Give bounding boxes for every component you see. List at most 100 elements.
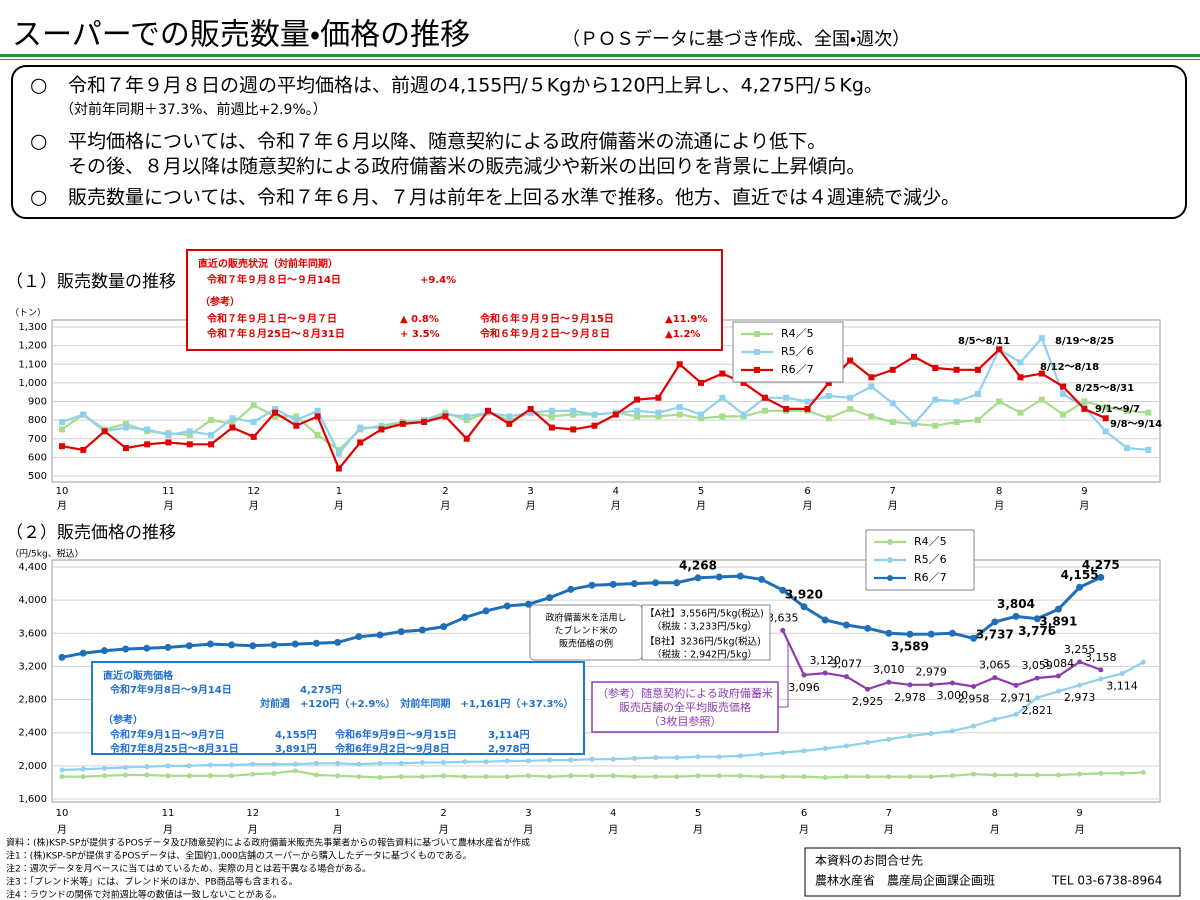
point (588, 581, 596, 589)
point (229, 424, 236, 431)
note-text: 3,114円 (488, 729, 530, 741)
point (676, 404, 683, 411)
data-label: 3,776 (1018, 624, 1056, 638)
point (719, 413, 726, 420)
point (843, 774, 849, 780)
page-title: スーパーでの販売数量・価格の推移 (12, 18, 470, 53)
x-tick-label: 7 (890, 486, 896, 497)
data-label: 3,804 (997, 597, 1035, 611)
y-tick-label: 800 (28, 415, 47, 426)
note-text: 令和７年９月８日～９月14日 (206, 273, 341, 286)
point (932, 364, 939, 371)
point (591, 411, 598, 418)
point (868, 413, 875, 420)
point (655, 413, 662, 420)
point (462, 759, 468, 765)
summary-text: 令和７年９月８日の週の平均価格は、前週の4,155円/５Kgから120円上昇し、… (68, 75, 883, 97)
x-tick-label: 2 (440, 808, 446, 819)
legend-label: R6／7 (781, 363, 814, 376)
point (377, 760, 383, 766)
point (144, 772, 150, 778)
point (847, 394, 854, 401)
point (399, 420, 406, 427)
point (355, 633, 363, 641)
blend-text: 【B社】3236円/5kg(税込) (645, 636, 761, 648)
point (100, 647, 108, 655)
point (313, 772, 319, 778)
point (801, 672, 807, 678)
data-label: 3,920 (785, 587, 823, 601)
data-label: 3,059 (1021, 659, 1053, 672)
y-tick-label: 900 (28, 397, 47, 408)
point (1038, 396, 1045, 403)
point (1013, 772, 1019, 778)
point (272, 409, 278, 416)
data-label: 2,979 (915, 666, 947, 679)
point (928, 682, 934, 688)
footnote: 注3：「ブレンド米等」には、ブレンド米のほか、PB商品等も含まれる。 (6, 876, 298, 888)
blend-text: たブレンド米の (554, 625, 617, 637)
point (800, 603, 808, 611)
note-text: （参考） (103, 713, 143, 726)
point (442, 413, 449, 420)
point (737, 773, 743, 779)
point (483, 774, 489, 780)
point (801, 748, 807, 754)
point (229, 415, 236, 422)
point (655, 409, 662, 416)
point (1102, 415, 1109, 422)
point (461, 614, 469, 622)
point (378, 426, 385, 433)
x-unit-label: 月 (439, 824, 449, 836)
x-unit-label: 月 (57, 500, 67, 512)
legend-marker (887, 539, 893, 545)
point (356, 761, 362, 767)
point (758, 575, 766, 583)
note-heading: 直近の販売価格 (103, 669, 174, 682)
point (570, 411, 577, 418)
point (911, 353, 917, 360)
point (335, 446, 342, 453)
point (719, 370, 726, 377)
point (1076, 583, 1084, 591)
x-tick-label: 4 (610, 808, 616, 819)
x-unit-label: 月 (57, 824, 67, 836)
point (525, 773, 531, 779)
x-tick-label: 10 (56, 486, 69, 497)
point (314, 413, 321, 420)
point (186, 763, 192, 769)
point (293, 413, 300, 420)
y-tick-label: 2,400 (18, 728, 47, 739)
x-unit-label: 月 (1075, 824, 1085, 836)
point (996, 398, 1003, 405)
point (485, 407, 491, 414)
legend-marker (754, 331, 760, 337)
point (906, 630, 914, 638)
point (825, 379, 832, 386)
point (1055, 772, 1061, 778)
point (101, 765, 107, 771)
point (101, 428, 108, 435)
point (462, 774, 468, 780)
point (1119, 671, 1125, 677)
footnote: 注2：週次データを月ベースに当てはめているため、実際の月とは若干異なる場合がある… (6, 863, 371, 875)
point (312, 639, 320, 647)
point (503, 602, 511, 610)
legend-marker (754, 367, 760, 373)
point (759, 751, 765, 757)
point (419, 774, 425, 780)
blend-text: （税抜：3,233円/5kg） (652, 621, 757, 633)
point (419, 760, 425, 766)
point (546, 594, 554, 602)
point (1077, 682, 1083, 688)
point (695, 754, 701, 760)
x-unit-label: 月 (526, 500, 536, 512)
point (653, 774, 659, 780)
point (1012, 612, 1020, 620)
summary-text: その後、８月以降は随意契約による政府備蓄米の販売減少や新米の出回りを背景に上昇傾… (68, 156, 865, 178)
point (525, 758, 531, 764)
point (356, 774, 362, 780)
point (80, 774, 86, 780)
y-tick-label: 3,200 (18, 661, 47, 672)
point (1145, 409, 1152, 416)
